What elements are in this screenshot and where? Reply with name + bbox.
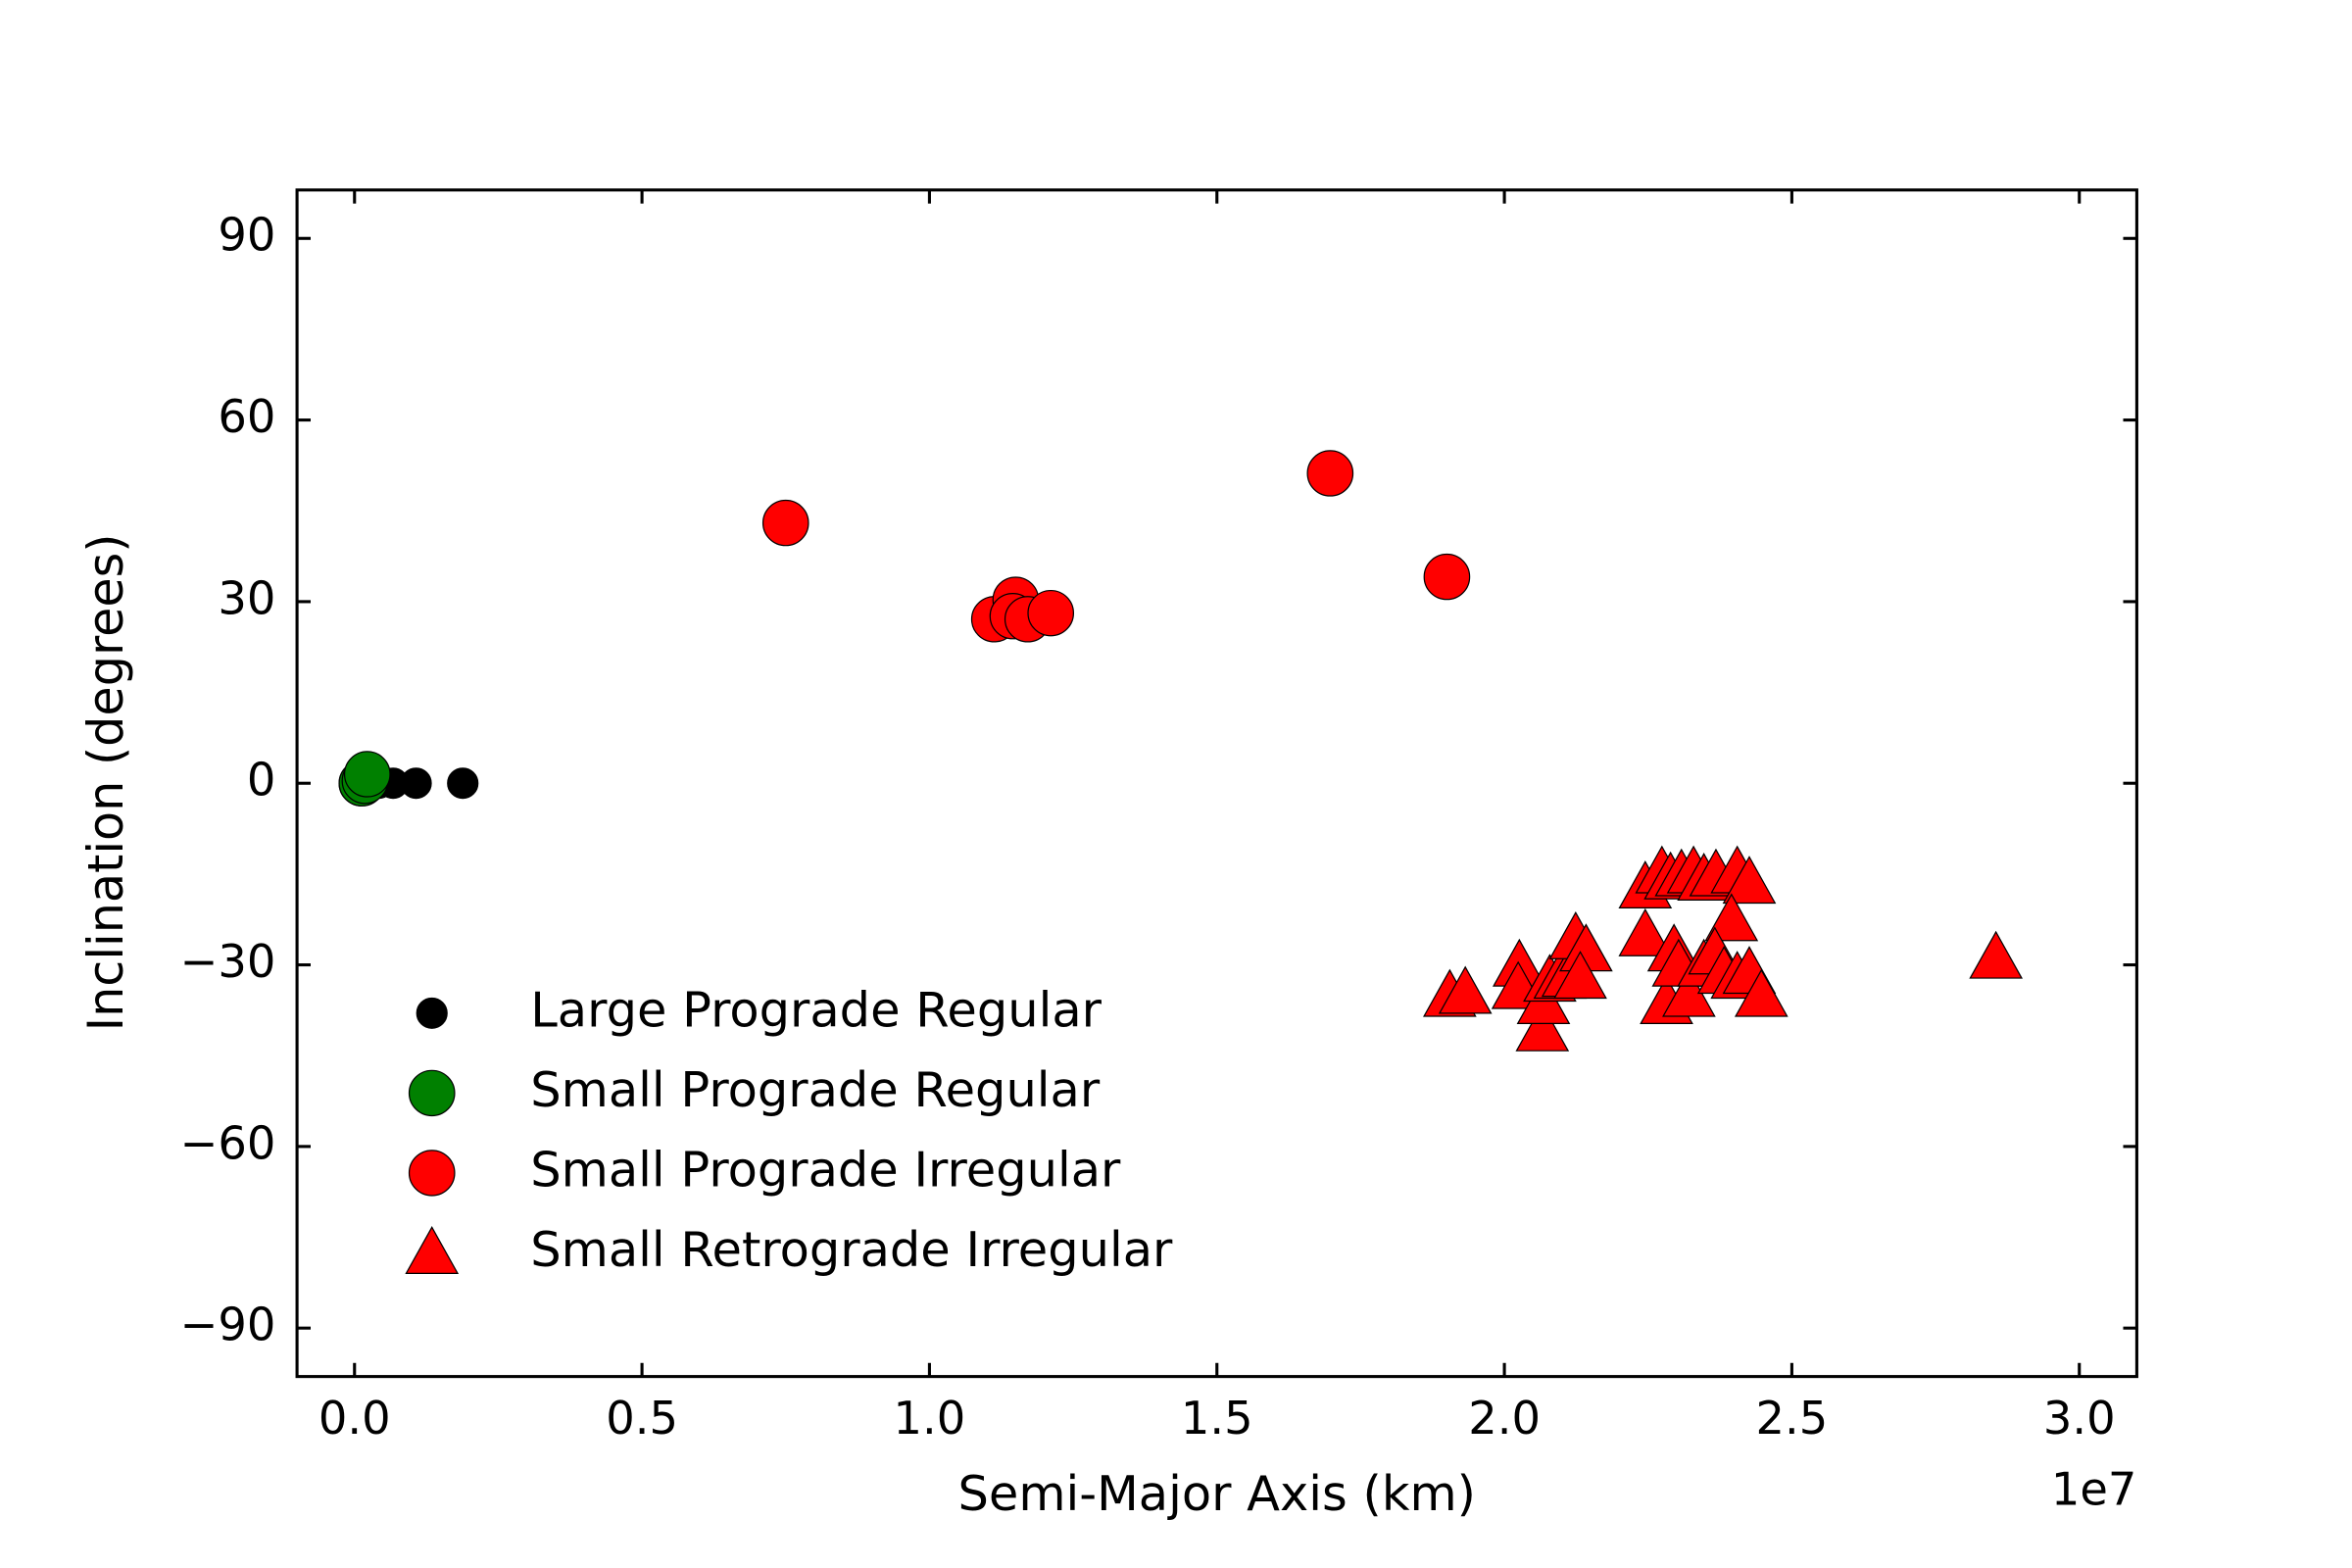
y-tick-label: −30 bbox=[180, 935, 276, 988]
y-tick-label: 60 bbox=[218, 390, 275, 443]
y-tick-label: 0 bbox=[247, 754, 276, 807]
y-axis-label: Inclination (degrees) bbox=[77, 534, 134, 1032]
circle-marker bbox=[1423, 553, 1471, 601]
triangle-marker bbox=[1515, 1003, 1570, 1052]
circle-marker bbox=[343, 751, 391, 798]
x-axis-label: Semi-Major Axis (km) bbox=[957, 1465, 1476, 1522]
x-tick-label: 0.0 bbox=[318, 1392, 391, 1445]
y-tick-label: −90 bbox=[180, 1298, 276, 1351]
y-tick-label: −60 bbox=[180, 1116, 276, 1169]
circle-marker bbox=[400, 767, 432, 800]
legend-text: Large Prograde Regular bbox=[530, 981, 1102, 1038]
triangle-marker bbox=[1969, 930, 2024, 979]
circle-marker bbox=[1027, 589, 1075, 637]
legend-marker bbox=[408, 1069, 456, 1117]
circle-marker bbox=[447, 767, 479, 800]
x-tick-label: 0.5 bbox=[606, 1392, 678, 1445]
legend-text: Small Prograde Irregular bbox=[530, 1142, 1121, 1199]
circle-marker bbox=[1306, 450, 1354, 497]
legend-text: Small Prograde Regular bbox=[530, 1061, 1101, 1118]
triangle-marker bbox=[1704, 893, 1759, 942]
x-tick-label: 3.0 bbox=[2043, 1392, 2116, 1445]
legend-marker bbox=[416, 997, 448, 1029]
triangle-marker bbox=[1553, 951, 1607, 1000]
plot-frame bbox=[295, 188, 2138, 1379]
legend-marker bbox=[405, 1226, 460, 1274]
legend-text: Small Retrograde Irregular bbox=[530, 1221, 1173, 1278]
legend-marker bbox=[408, 1150, 456, 1197]
x-tick-label: 2.5 bbox=[1756, 1392, 1829, 1445]
x-offset-label: 1e7 bbox=[2051, 1463, 2137, 1516]
circle-marker bbox=[761, 499, 809, 547]
x-tick-label: 1.5 bbox=[1181, 1392, 1253, 1445]
y-tick-label: 90 bbox=[218, 209, 275, 262]
triangle-marker bbox=[1438, 965, 1493, 1014]
triangle-marker bbox=[1734, 968, 1788, 1017]
x-tick-label: 2.0 bbox=[1468, 1392, 1541, 1445]
y-tick-label: 30 bbox=[218, 571, 275, 624]
x-tick-label: 1.0 bbox=[894, 1392, 966, 1445]
triangle-marker bbox=[1618, 907, 1673, 956]
triangle-marker bbox=[1722, 856, 1777, 905]
